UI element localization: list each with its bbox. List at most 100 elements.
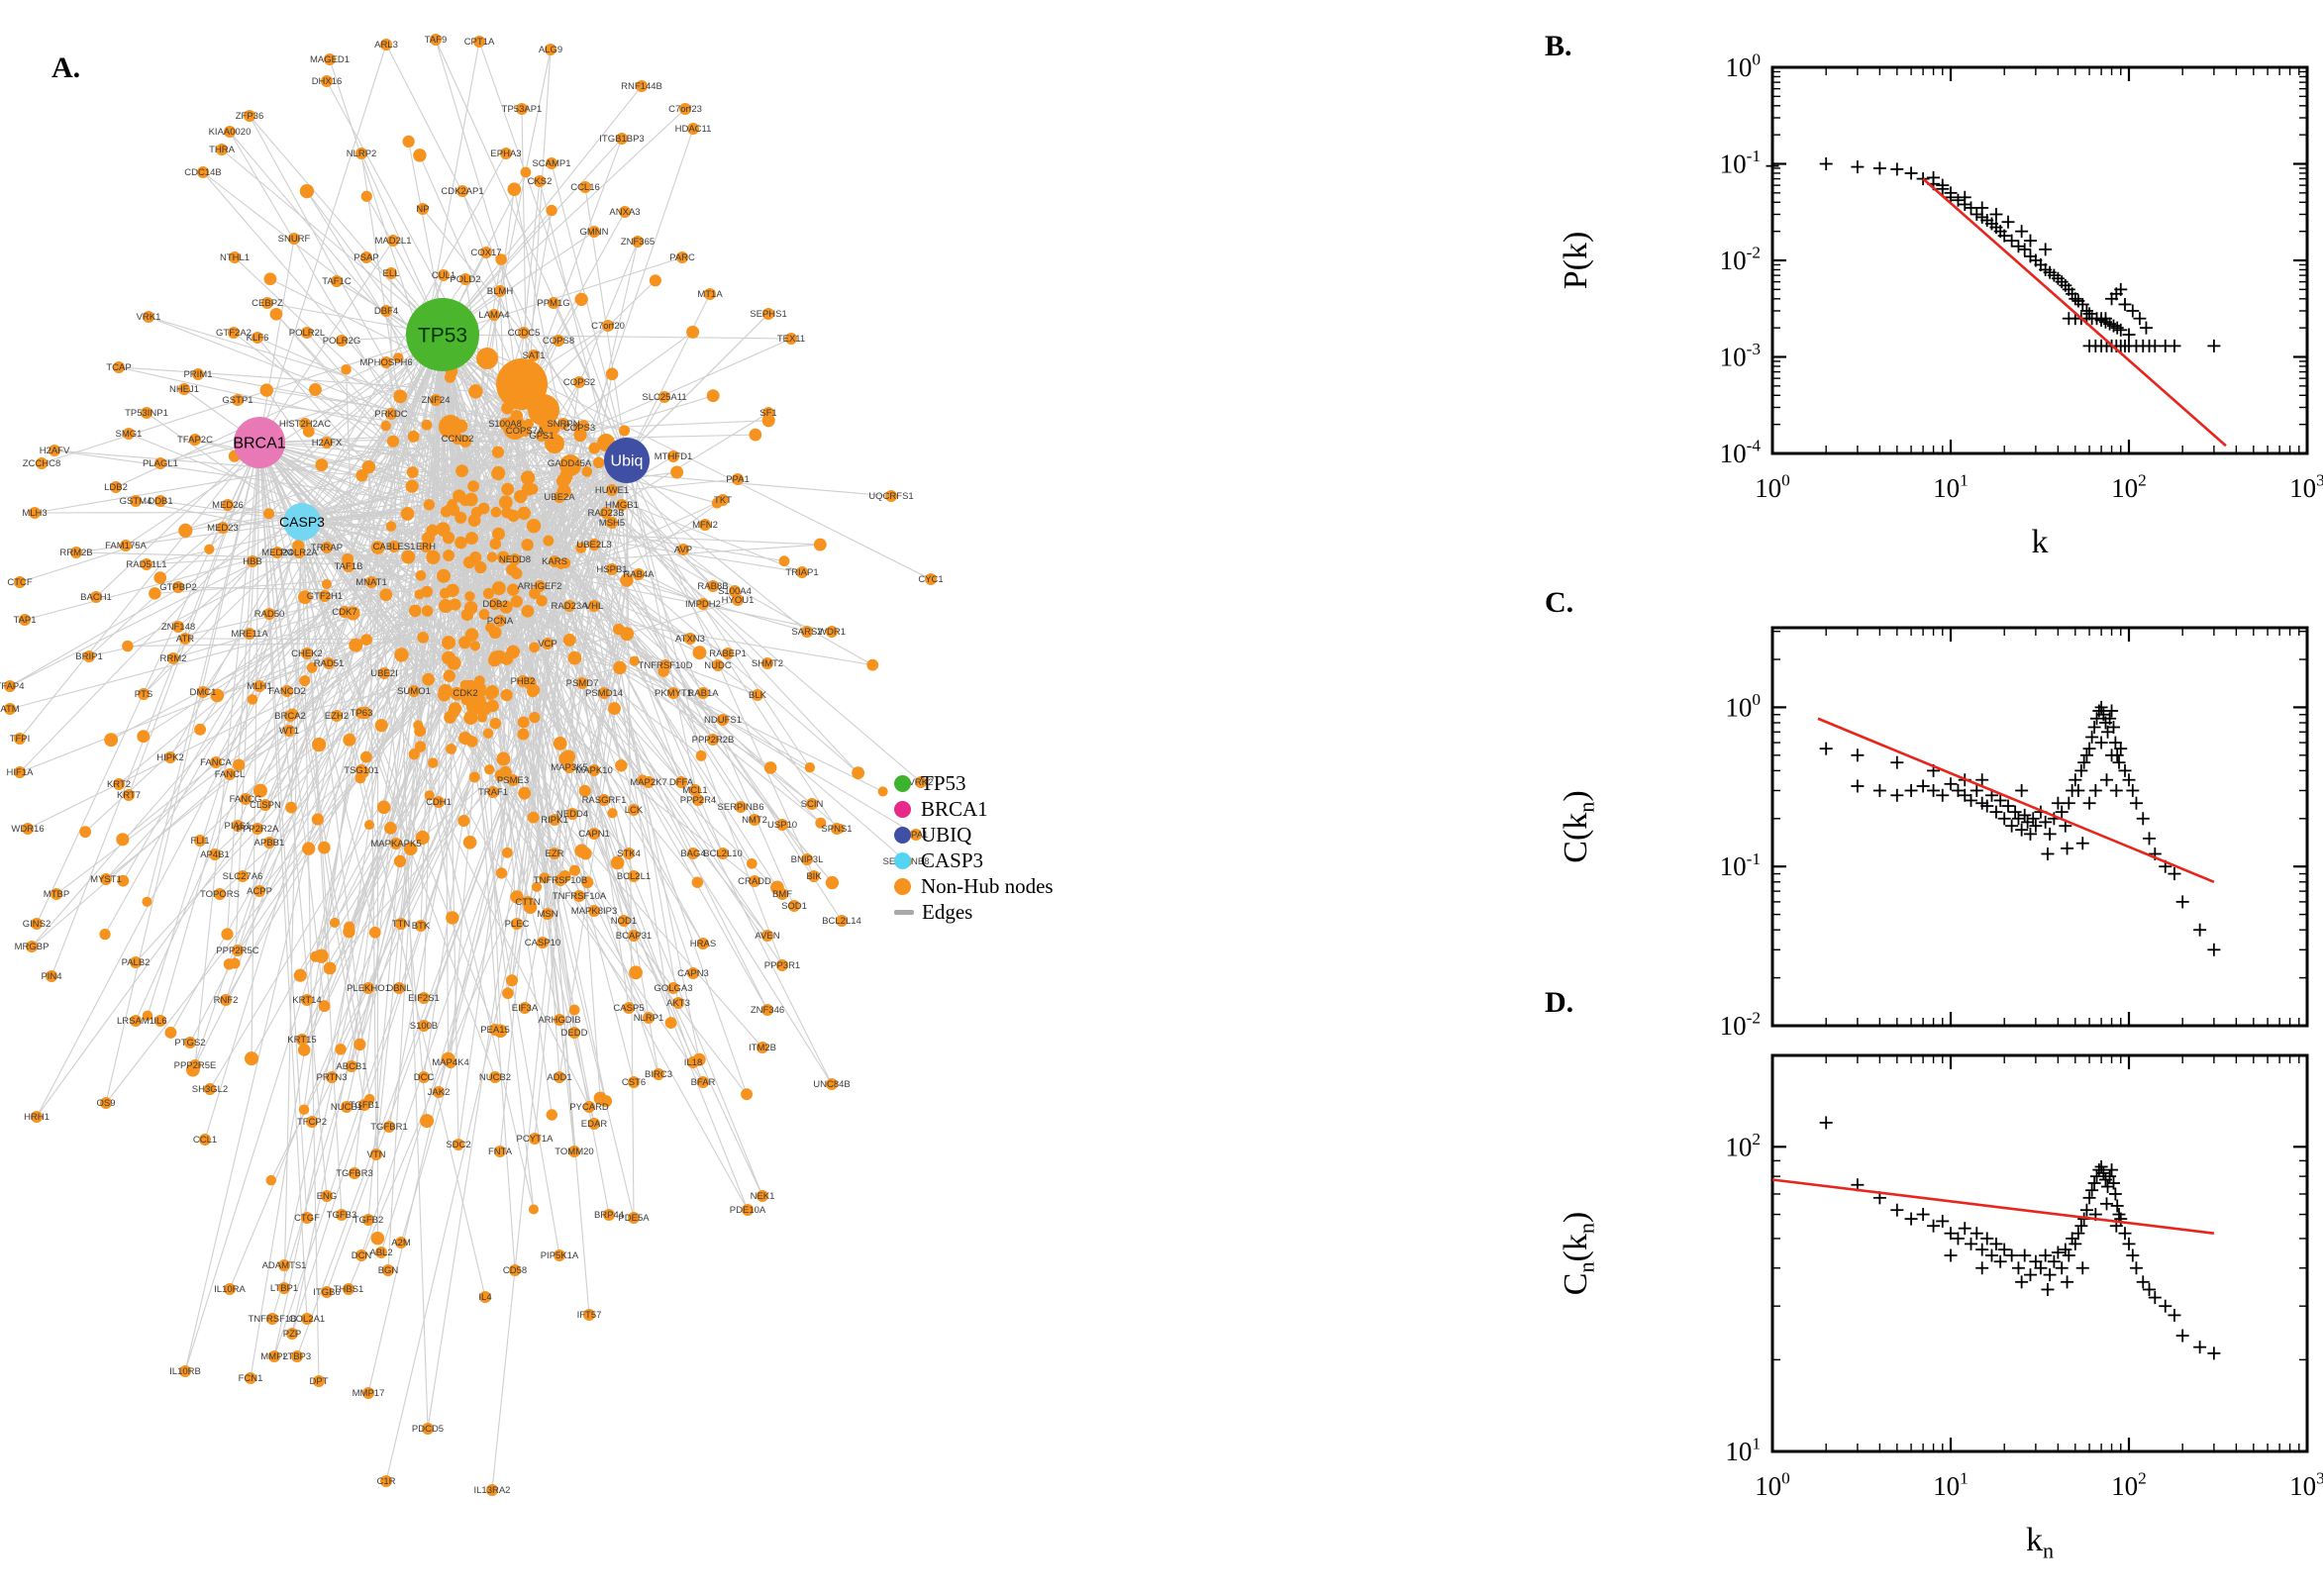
network-node — [488, 309, 500, 321]
network-edge — [461, 470, 467, 697]
network-node-label: MED24 — [261, 548, 293, 558]
network-node-label: CASP10 — [525, 938, 560, 948]
network-node — [761, 1004, 773, 1016]
network-node-label: PLEC — [505, 919, 530, 930]
network-node-label: EDAR — [581, 1119, 608, 1130]
network-node — [210, 688, 225, 703]
network-node — [510, 567, 523, 580]
network-node — [697, 1076, 709, 1088]
network-node — [313, 1375, 325, 1387]
network-edge — [301, 521, 566, 877]
network-node-label: UNC84B — [813, 1079, 851, 1090]
network-node — [543, 535, 555, 547]
network-edge — [258, 442, 496, 605]
network-node-label: RAB8B — [697, 581, 728, 592]
network-node — [224, 768, 236, 780]
network-node-label: FAM175A — [105, 541, 147, 551]
network-node-label: TAP1 — [13, 615, 36, 626]
network-node — [179, 1365, 191, 1377]
network-node-label: PPP2R5C — [216, 946, 258, 956]
network-node — [343, 733, 356, 747]
network-edge — [470, 189, 515, 500]
network-node — [619, 206, 631, 218]
network-node — [130, 956, 142, 968]
network-node — [494, 615, 506, 627]
network-node — [574, 292, 588, 307]
network-node-label: DCC — [414, 1072, 435, 1083]
network-node — [247, 694, 258, 705]
network-node-label: BCL2L1 — [617, 871, 651, 882]
network-node — [813, 538, 827, 551]
network-node-label: KRT15 — [287, 1035, 316, 1046]
network-node — [154, 495, 166, 507]
network-edge — [159, 334, 444, 578]
network-node — [224, 126, 236, 138]
network-edge — [258, 442, 366, 714]
network-node — [670, 465, 684, 479]
network-node — [520, 470, 536, 485]
network-edge — [258, 442, 536, 718]
network-node — [217, 522, 229, 534]
network-node — [612, 623, 625, 636]
network-node-label: PALB2 — [122, 957, 151, 968]
network-node-label: CST6 — [622, 1077, 646, 1088]
network-node-label: IL13RA2 — [474, 1485, 511, 1496]
network-edge — [516, 526, 535, 602]
network-node — [253, 885, 265, 897]
legend-item: CASP3 — [894, 848, 1054, 873]
network-node — [519, 425, 531, 437]
network-node-label: NEDD8 — [499, 554, 531, 565]
network-node-label: ABL2 — [369, 1247, 392, 1258]
network-node — [387, 235, 399, 247]
network-node — [653, 1068, 664, 1080]
plot-ticks — [1770, 1055, 2309, 1453]
network-edge — [460, 517, 803, 573]
network-node — [50, 888, 62, 900]
network-node — [14, 576, 26, 588]
network-edge — [258, 442, 466, 739]
network-node — [679, 103, 691, 115]
network-edge — [306, 190, 529, 546]
network-node-label: PTS — [135, 689, 152, 700]
network-node-label: RAD51L1 — [126, 559, 166, 570]
network-edge — [449, 377, 508, 513]
network-edge — [466, 502, 718, 616]
network-node-label: PIAS1 — [225, 821, 252, 832]
tick-label: 100 — [1725, 50, 1761, 82]
network-node — [263, 272, 277, 286]
network-node — [478, 609, 490, 620]
network-node — [288, 233, 300, 245]
network-edge — [442, 334, 792, 340]
network-node — [70, 547, 82, 558]
network-edge — [169, 517, 461, 1034]
network-edge — [154, 563, 561, 594]
network-node — [454, 511, 467, 524]
network-node-label: GTF2H1 — [307, 591, 343, 602]
panel-d-label: D. — [1545, 986, 1574, 1019]
network-node-label: SNURF — [278, 234, 311, 245]
network-node — [31, 1111, 43, 1123]
network-node — [588, 442, 601, 454]
network-node — [757, 1042, 768, 1053]
network-node-label: ADAMTS1 — [262, 1260, 307, 1271]
network-node — [123, 428, 135, 440]
network-node — [885, 490, 897, 502]
network-node-label: CTCF — [7, 577, 33, 588]
network-node — [370, 1231, 385, 1246]
network-node — [319, 590, 331, 602]
network-edge — [301, 521, 412, 849]
network-node — [355, 1249, 367, 1261]
network-node — [164, 751, 176, 763]
network-node-label: LTBP1 — [270, 1283, 298, 1294]
legend-node-swatch — [894, 800, 911, 818]
network-node-label: ZCCHC8 — [23, 458, 61, 469]
network-node-label: CD58 — [503, 1265, 527, 1276]
network-node — [537, 937, 549, 948]
network-node-label: PPP2R2B — [692, 735, 735, 746]
network-node-label: GSTP1 — [222, 395, 252, 406]
network-node-label: HDAC11 — [675, 124, 712, 135]
network-node — [104, 733, 119, 748]
network-node-label: TRRAP — [311, 543, 343, 553]
network-node — [477, 502, 490, 515]
panel-b-plot: 100 10-1 10-2 10-3 10-4 100 101 102 103 P(k) k — [1541, 18, 2323, 583]
